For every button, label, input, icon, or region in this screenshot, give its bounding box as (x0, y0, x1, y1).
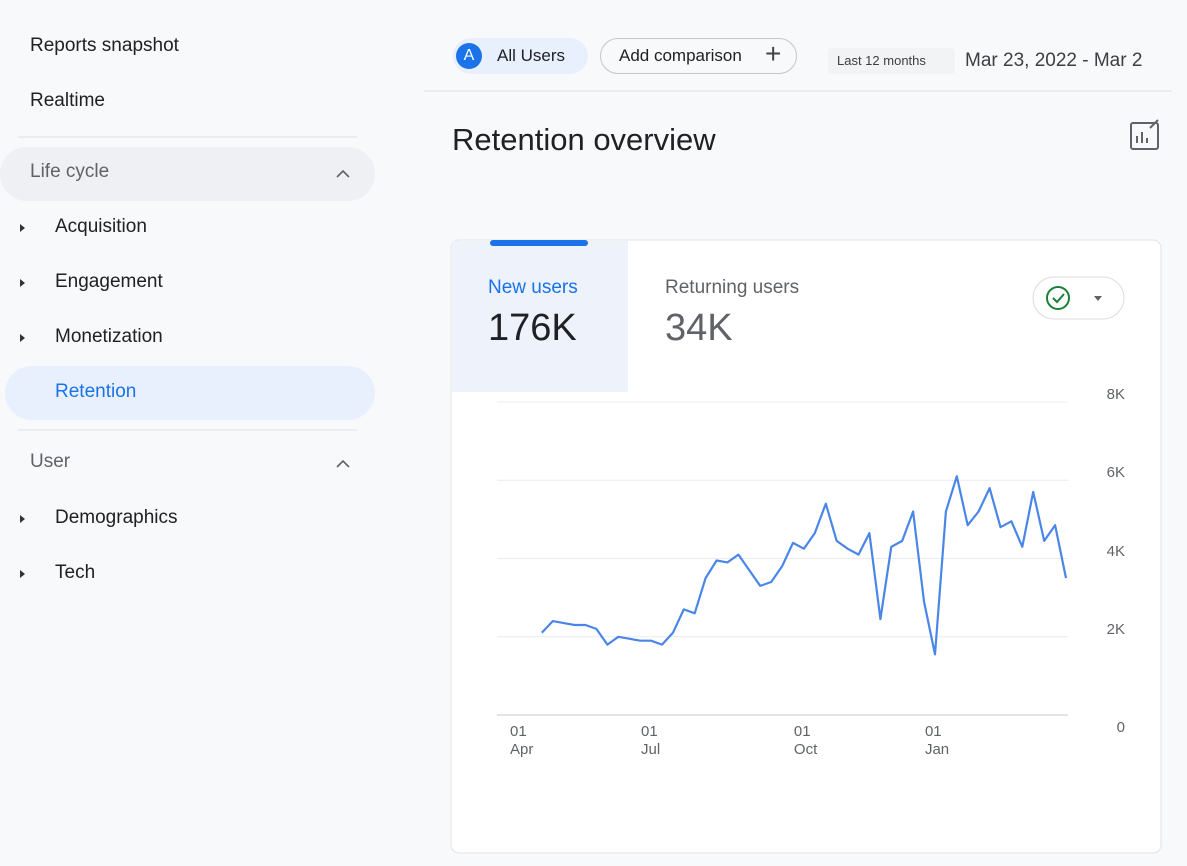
y-tick-label: 6K (1106, 464, 1125, 482)
expand-arrow (20, 570, 25, 578)
nav-item-active[interactable]: Retention (55, 381, 137, 402)
segment-avatar: A (456, 43, 482, 69)
active-tab-bg[interactable] (452, 241, 628, 392)
x-tick-label: 01 Apr (510, 723, 534, 758)
x-tick-label: 01 Oct (793, 723, 818, 758)
nav-item[interactable]: Acquisition (55, 216, 147, 237)
active-tab-indicator (490, 240, 588, 246)
range-label: Last 12 months (837, 53, 926, 68)
tab-label[interactable]: Returning users (665, 277, 800, 298)
dropdown-arrow (1094, 296, 1102, 301)
plus-icon: + (765, 38, 782, 69)
expand-arrow (20, 224, 25, 232)
check-mark (1052, 293, 1065, 304)
y-tick-label: 2K (1106, 620, 1125, 638)
nav-item[interactable]: Tech (55, 562, 96, 583)
y-tick-label: 4K (1106, 542, 1125, 560)
check-icon (1046, 286, 1070, 310)
x-tick-label: 01 Jan (924, 723, 950, 758)
customize-icon[interactable] (1130, 122, 1159, 150)
customize-icon-detail (1136, 119, 1159, 143)
add-comparison-chip[interactable] (600, 38, 797, 74)
segment-label: All Users (497, 46, 566, 65)
plot (497, 401, 1068, 716)
expand-arrow (20, 515, 25, 523)
page-title: Retention overview (452, 122, 716, 157)
expand-arrow (20, 334, 25, 342)
nav-item[interactable]: Reports snapshot (30, 35, 179, 56)
add-comparison-label: Add comparison (619, 46, 742, 65)
y-tick-label: 0 (1116, 719, 1125, 736)
x-tick-label: 01 Jul (641, 723, 661, 758)
tab-value: 34K (665, 307, 733, 349)
tab-label[interactable]: New users (488, 277, 578, 298)
nav-item[interactable]: Monetization (55, 326, 163, 347)
chevron[interactable] (336, 459, 350, 468)
section-title[interactable]: Life cycle (30, 161, 110, 182)
nav-item[interactable]: Realtime (30, 90, 105, 111)
nav-item[interactable]: Demographics (55, 507, 178, 528)
tab-value: 176K (488, 307, 577, 349)
expand-arrow (20, 279, 25, 287)
section-title[interactable]: User (30, 451, 71, 472)
y-tick-label: 8K (1106, 386, 1125, 403)
nav-item[interactable]: Engagement (55, 271, 163, 292)
date-range[interactable]: Mar 23, 2022 - Mar 2 (965, 50, 1143, 71)
section-bg (0, 147, 375, 201)
active-bg (5, 366, 375, 420)
data-line (540, 475, 1068, 656)
chevron[interactable] (336, 169, 350, 178)
range-chip[interactable] (828, 48, 955, 74)
